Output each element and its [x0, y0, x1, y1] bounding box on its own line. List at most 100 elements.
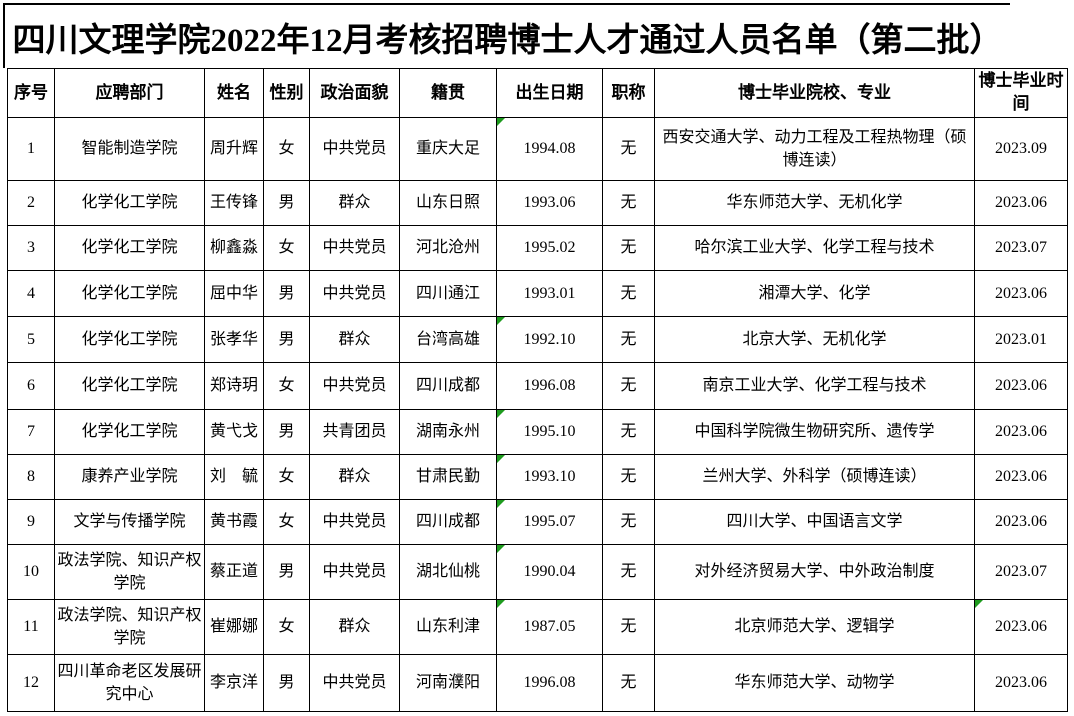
cell-no: 12 — [7, 654, 55, 712]
col-header-phd-grad-time: 博士毕业时间 — [974, 68, 1068, 118]
cell-no: 7 — [7, 409, 55, 455]
cell-job-title: 无 — [602, 225, 655, 271]
cell-gender: 女 — [263, 225, 310, 271]
cell-phd-grad-time: 2023.09 — [974, 117, 1068, 181]
cell-native-place: 重庆大足 — [399, 117, 497, 181]
cell-name: 李京洋 — [204, 654, 264, 712]
cell-job-title: 无 — [602, 499, 655, 545]
cell-name: 蔡正道 — [204, 544, 264, 600]
col-header-job-title: 职称 — [602, 68, 655, 118]
cell-department: 化学化工学院 — [54, 180, 205, 226]
cell-phd-grad-time: 2023.06 — [974, 270, 1068, 317]
cell-job-title: 无 — [602, 270, 655, 317]
cell-job-title: 无 — [602, 180, 655, 226]
cell-native-place: 山东日照 — [399, 180, 497, 226]
cell-gender: 男 — [263, 270, 310, 317]
cell-no: 8 — [7, 454, 55, 500]
table-row: 6 化学化工学院 郑诗玥女中共党员 四川成都 1996.08 无南京工业大学、化学工程与技… — [7, 362, 1068, 410]
cell-phd-school-major: 北京大学、无机化学 — [654, 316, 975, 363]
cell-department: 文学与传播学院 — [54, 499, 205, 545]
col-header-birth-date: 出生日期 — [496, 68, 603, 118]
cell-job-title: 无 — [602, 544, 655, 600]
cell-birth-date: 1993.10 — [496, 454, 603, 500]
cell-political-status: 群众 — [309, 180, 400, 226]
cell-political-status: 中共党员 — [309, 270, 400, 317]
cell-name: 崔娜娜 — [204, 599, 264, 655]
table-row: 2 化学化工学院 王传锋男群众 山东日照 1993.06 无华东师范大学、无机化学 2023… — [7, 180, 1068, 226]
cell-political-status: 中共党员 — [309, 499, 400, 545]
cell-job-title: 无 — [602, 117, 655, 181]
cell-birth-date: 1990.04 — [496, 544, 603, 600]
cell-native-place: 台湾高雄 — [399, 316, 497, 363]
table-row: 8 康养产业学院刘 毓女群众 甘肃民勤 1993.10 无兰州大学、外科学（硕博连读） 2… — [7, 454, 1068, 500]
cell-native-place: 甘肃民勤 — [399, 454, 497, 500]
cell-political-status: 共青团员 — [309, 409, 400, 455]
cell-name: 屈中华 — [204, 270, 264, 317]
col-header-no: 序号 — [7, 68, 55, 118]
table-body: 1 智能制造学院 周升辉女中共党员 重庆大足 1994.08 无西安交通大学、动力工程及工… — [7, 117, 1068, 712]
col-header-name: 姓名 — [204, 68, 264, 118]
table-row: 12 四川革命老区发展研究中心 李京洋男中共党员 河南濮阳 1996.08 无华东师范大学… — [7, 654, 1068, 712]
cell-birth-date: 1996.08 — [496, 362, 603, 410]
cell-political-status: 群众 — [309, 316, 400, 363]
cell-political-status: 中共党员 — [309, 544, 400, 600]
cell-department: 智能制造学院 — [54, 117, 205, 181]
cell-phd-grad-time: 2023.06 — [974, 180, 1068, 226]
cell-native-place: 河北沧州 — [399, 225, 497, 271]
cell-phd-grad-time: 2023.07 — [974, 544, 1068, 600]
cell-political-status: 中共党员 — [309, 225, 400, 271]
page-title: 四川文理学院2022年12月考核招聘博士人才通过人员名单（第二批） — [12, 22, 1003, 59]
cell-job-title: 无 — [602, 362, 655, 410]
table-row: 11 政法学院、知识产权学院 崔娜娜女群众 山东利津 1987.05 无北京师范大学、逻辑… — [7, 599, 1068, 655]
cell-native-place: 湖北仙桃 — [399, 544, 497, 600]
green-corner-flag-icon — [497, 500, 505, 508]
green-corner-flag-icon — [497, 118, 505, 126]
cell-no: 2 — [7, 180, 55, 226]
cell-gender: 男 — [263, 316, 310, 363]
cell-phd-grad-time: 2023.06 — [974, 654, 1068, 712]
cell-native-place: 四川通江 — [399, 270, 497, 317]
cell-gender: 男 — [263, 180, 310, 226]
cell-native-place: 四川成都 — [399, 499, 497, 545]
cell-job-title: 无 — [602, 654, 655, 712]
cell-phd-school-major: 华东师范大学、无机化学 — [654, 180, 975, 226]
cell-phd-school-major: 北京师范大学、逻辑学 — [654, 599, 975, 655]
cell-gender: 男 — [263, 654, 310, 712]
col-header-phd-school-major: 博士毕业院校、专业 — [654, 68, 975, 118]
cell-political-status: 中共党员 — [309, 654, 400, 712]
cell-name: 柳鑫淼 — [204, 225, 264, 271]
cell-job-title: 无 — [602, 316, 655, 363]
green-corner-flag-icon — [497, 317, 505, 325]
cell-name: 周升辉 — [204, 117, 264, 181]
cell-phd-school-major: 南京工业大学、化学工程与技术 — [654, 362, 975, 410]
cell-phd-school-major: 兰州大学、外科学（硕博连读） — [654, 454, 975, 500]
title-cell: 四川文理学院2022年12月考核招聘博士人才通过人员名单（第二批） — [3, 3, 1010, 68]
cell-phd-school-major: 西安交通大学、动力工程及工程热物理（硕博连读） — [654, 117, 975, 181]
col-header-native-place: 籍贯 — [399, 68, 497, 118]
cell-gender: 女 — [263, 599, 310, 655]
cell-name: 张孝华 — [204, 316, 264, 363]
cell-no: 1 — [7, 117, 55, 181]
cell-department: 政法学院、知识产权学院 — [54, 544, 205, 600]
cell-gender: 女 — [263, 454, 310, 500]
col-header-gender: 性别 — [263, 68, 310, 118]
cell-phd-grad-time: 2023.06 — [974, 499, 1068, 545]
cell-birth-date: 1993.06 — [496, 180, 603, 226]
sheet: 四川文理学院2022年12月考核招聘博士人才通过人员名单（第二批） 序号 应聘部… — [0, 3, 1074, 716]
cell-department: 化学化工学院 — [54, 225, 205, 271]
cell-department: 四川革命老区发展研究中心 — [54, 654, 205, 712]
cell-job-title: 无 — [602, 599, 655, 655]
cell-birth-date: 1992.10 — [496, 316, 603, 363]
cell-birth-date: 1995.02 — [496, 225, 603, 271]
cell-no: 10 — [7, 544, 55, 600]
cell-phd-school-major: 四川大学、中国语言文学 — [654, 499, 975, 545]
cell-name: 郑诗玥 — [204, 362, 264, 410]
cell-phd-school-major: 对外经济贸易大学、中外政治制度 — [654, 544, 975, 600]
cell-native-place: 湖南永州 — [399, 409, 497, 455]
col-header-political-status: 政治面貌 — [309, 68, 400, 118]
cell-phd-school-major: 哈尔滨工业大学、化学工程与技术 — [654, 225, 975, 271]
table-row: 5 化学化工学院 张孝华男群众 台湾高雄 1992.10 无北京大学、无机化学 2023.0… — [7, 316, 1068, 363]
cell-job-title: 无 — [602, 409, 655, 455]
cell-political-status: 中共党员 — [309, 117, 400, 181]
cell-no: 3 — [7, 225, 55, 271]
